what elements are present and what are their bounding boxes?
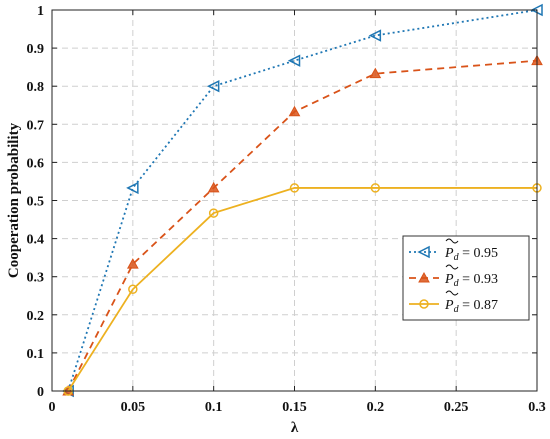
- legend: Pd = 0.95 Pd = 0.93 Pd = 0.87: [402, 235, 530, 321]
- x-tick-label: 0: [49, 400, 56, 415]
- y-tick-label: 0.5: [27, 195, 45, 210]
- x-tick-label: 0.3: [528, 400, 546, 415]
- y-tick-label: 0: [37, 385, 44, 400]
- data-point: [370, 183, 381, 193]
- y-tick-label: 0.9: [27, 42, 45, 57]
- legend-entry: Pd = 0.93: [409, 264, 498, 289]
- legend-tilde: [445, 238, 459, 244]
- legend-marker: [417, 245, 430, 259]
- legend-label: Pd = 0.93: [444, 272, 498, 289]
- series-line: [67, 187, 537, 392]
- x-tick-label: 0.2: [367, 400, 385, 415]
- data-point: [289, 183, 300, 193]
- legend-entry: Pd = 0.87: [409, 290, 498, 315]
- data-point: [287, 54, 301, 67]
- legend-tilde: [445, 264, 459, 270]
- y-tick-label: 0.7: [27, 118, 45, 133]
- data-point: [288, 105, 301, 117]
- series-line: [67, 9, 538, 392]
- data-point: [206, 79, 220, 93]
- x-tick-label: 0.25: [444, 400, 469, 415]
- y-tick-label: 0.3: [27, 271, 45, 286]
- legend-marker: [419, 299, 429, 309]
- series-line: [67, 59, 538, 392]
- data-point: [368, 29, 382, 42]
- data-point: [126, 258, 139, 269]
- series-2: [62, 54, 543, 396]
- ticks: 0 0.05 0.1 0.15 0.2 0.25 0.3 0 0.1 0.2 0.3 0.4 0.5 0.…: [27, 4, 546, 415]
- x-tick-label: 0.05: [121, 400, 146, 415]
- legend-tilde: [445, 290, 459, 296]
- legend-entry: Pd = 0.95: [409, 238, 498, 263]
- x-axis-label: λ: [291, 420, 299, 436]
- series-group: [61, 3, 543, 398]
- y-tick-label: 0.1: [27, 347, 45, 362]
- legend-label: Pd = 0.87: [444, 298, 498, 315]
- x-tick-label: 0.1: [205, 400, 223, 415]
- y-tick-label: 0.8: [27, 80, 45, 95]
- y-tick-label: 1: [37, 4, 44, 19]
- data-point: [128, 284, 138, 295]
- data-point: [207, 181, 220, 193]
- y-axis-label: Cooperation probability: [6, 122, 22, 278]
- legend-label: Pd = 0.95: [444, 246, 498, 263]
- legend-marker: [418, 271, 430, 283]
- y-tick-label: 0.6: [27, 156, 45, 171]
- data-point: [369, 67, 382, 79]
- y-tick-label: 0.4: [27, 233, 45, 248]
- x-tick-label: 0.15: [282, 400, 307, 415]
- y-tick-label: 0.2: [27, 309, 45, 324]
- data-point: [126, 181, 139, 195]
- data-point: [208, 208, 219, 218]
